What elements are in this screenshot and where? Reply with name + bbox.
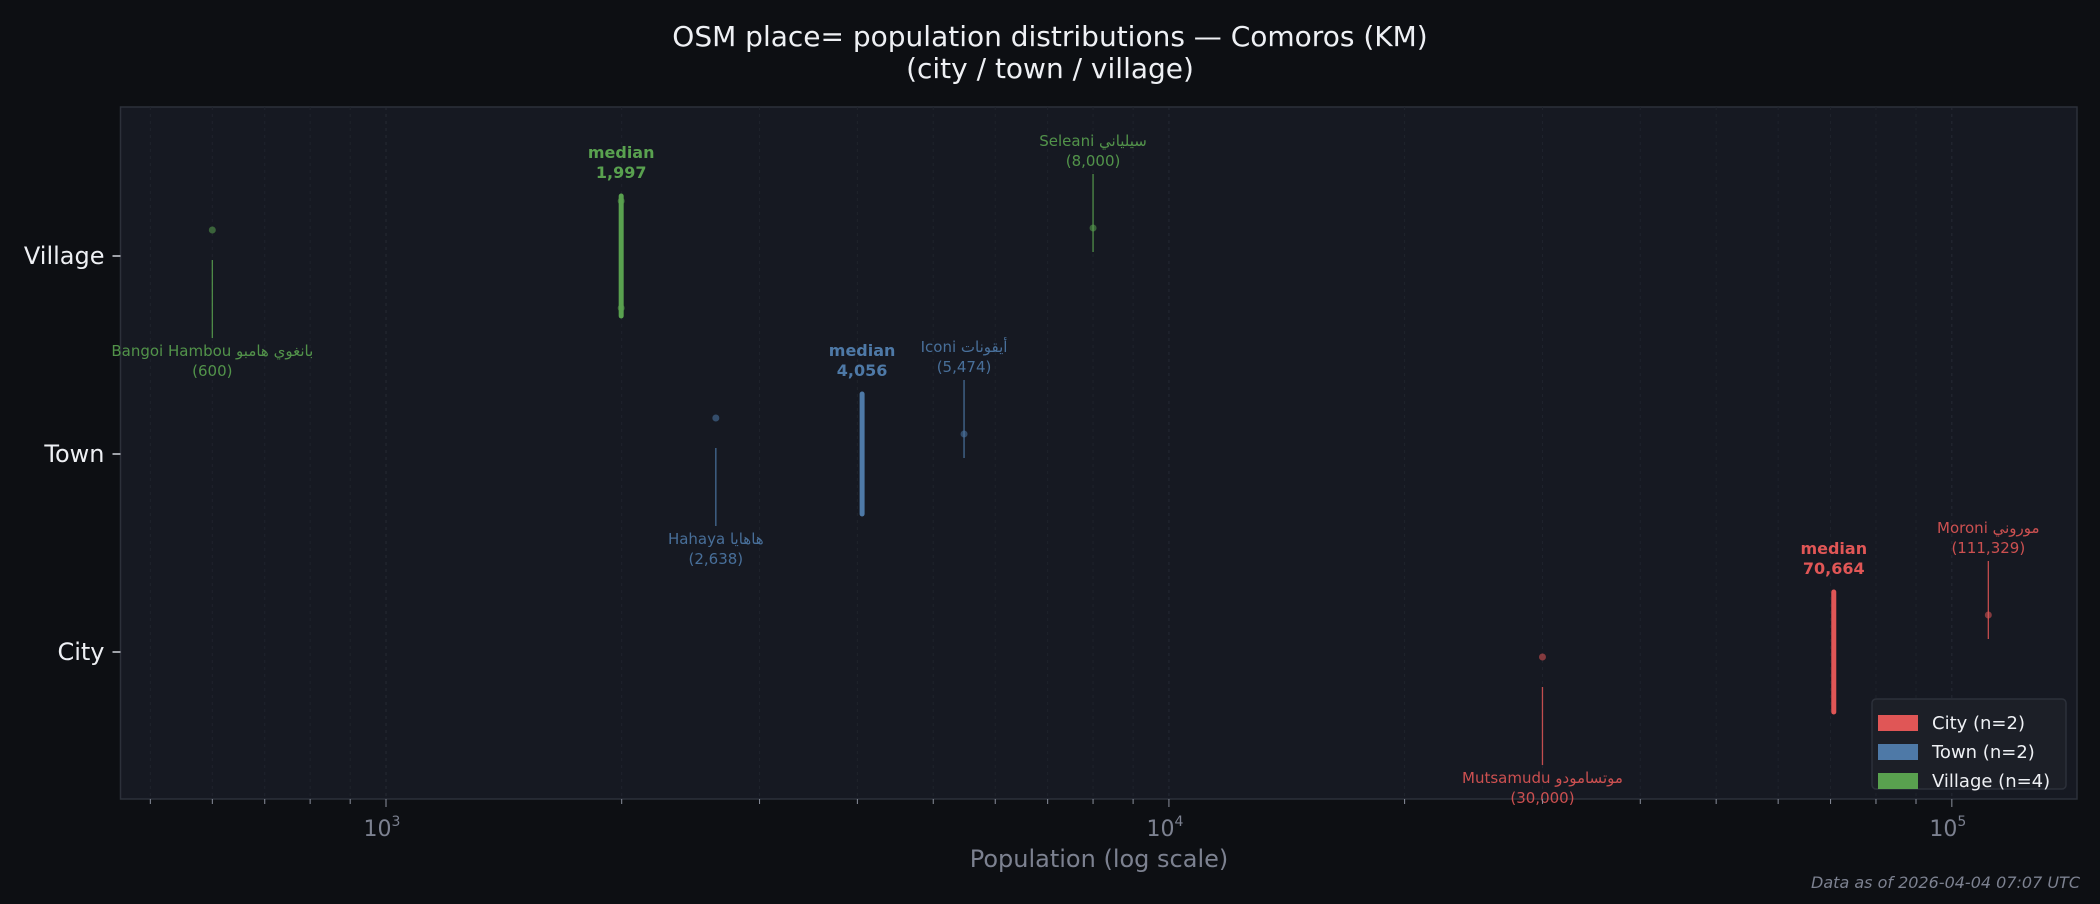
data-point [1538,653,1546,661]
annotation-value: (30,000) [1510,789,1574,807]
chart-title: OSM place= population distributions — Co… [672,20,1427,53]
plot-area [119,106,2078,800]
legend-box [1871,698,2067,790]
median-label: median [588,143,655,162]
annotation-name: Iconi أيقونات [921,337,1008,356]
x-tick-label: 103 [364,814,401,842]
axes: 103 104 105 City Town Village [24,242,1966,842]
legend-swatch-village [1878,773,1918,789]
median-value: 4,056 [837,361,888,380]
annotation-value: (5,474) [937,358,992,376]
legend-label: Town (n=2) [1931,742,2035,763]
annotation-name: Seleani سيلياني [1039,132,1147,151]
gridlines [149,107,1953,799]
legend-label: City (n=2) [1932,713,2025,734]
footer-timestamp: Data as of 2026-04-04 07:07 UTC [1811,873,2081,892]
y-tick-label: Town [43,440,104,468]
annotation-name: Hahaya هاهايا [668,530,764,548]
chart-subtitle: (city / town / village) [906,52,1194,85]
legend-label: Village (n=4) [1932,771,2050,792]
x-tick-label: 104 [1146,814,1183,842]
annotation-value: (600) [192,362,232,380]
x-axis-label: Population (log scale) [970,845,1229,873]
annotation-name: Bangoi Hambou بانغوي هامبو [111,342,313,361]
median-label: median [1800,539,1867,558]
legend-swatch-town [1878,744,1918,760]
median-value: 1,997 [596,163,647,182]
y-tick-label: City [57,638,104,666]
legend-swatch-city [1878,715,1918,731]
data-point [208,226,216,234]
median-value: 70,664 [1803,559,1865,578]
median-label: median [829,341,896,360]
x-tick-label: 105 [1929,814,1966,842]
annotation-name: Moroni موروني [1937,519,2040,538]
data-point [617,197,625,205]
y-tick-label: Village [24,242,105,270]
data-point [712,414,720,422]
annotation-value: (2,638) [689,550,744,568]
annotation-value: (111,329) [1951,539,2025,557]
data-point [617,304,625,312]
annotation-value: (8,000) [1066,152,1121,170]
annotation-name: Mutsamudu موتسامودو [1462,769,1623,787]
legend: City (n=2) Town (n=2) Village (n=4) [1871,698,2067,792]
